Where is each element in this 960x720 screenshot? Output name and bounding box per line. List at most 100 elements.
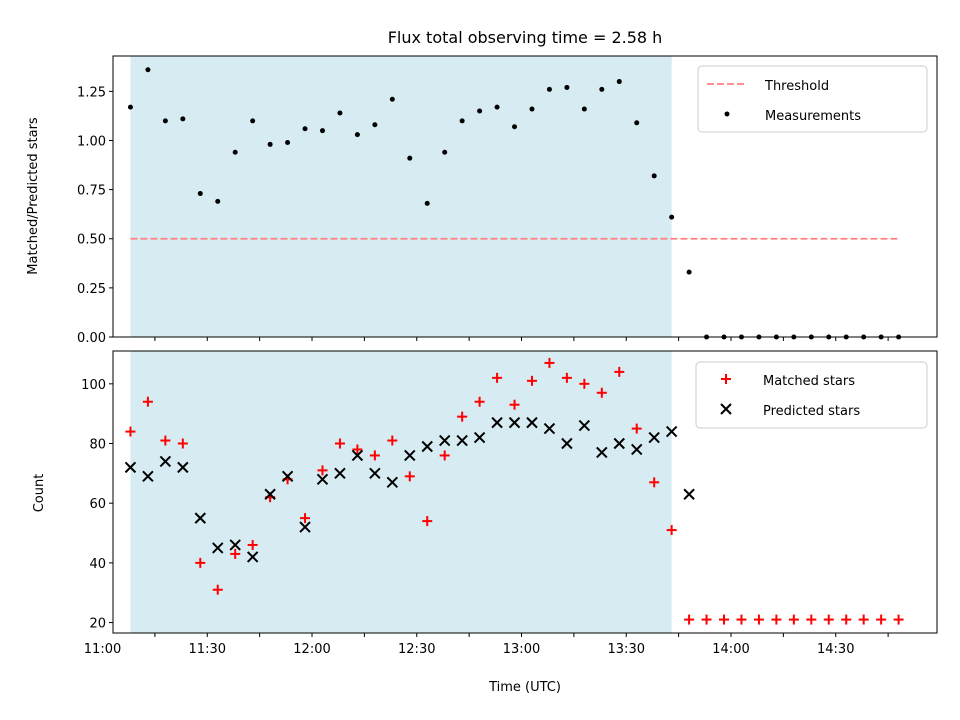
legend-matched-label: Matched stars [763,374,855,389]
y-tick-label: 0.00 [77,331,106,346]
measurement-point [477,108,483,114]
measurement-point [651,173,657,179]
predicted-stars-point-b [508,416,521,429]
predicted-stars-point [351,449,364,462]
predicted-stars-point [299,521,311,533]
matched-stars-point [369,450,380,461]
predicted-stars-point [456,434,468,447]
measurement-point [180,116,186,122]
predicted-stars-point-b [229,539,241,551]
matched-stars-point [195,557,206,568]
predicted-stars-point [142,470,154,483]
predicted-stars-point [159,455,172,468]
matched-stars-point [247,539,258,550]
predicted-stars-point-b [369,467,381,480]
measurement-point [215,198,221,204]
measurement-point [494,104,500,110]
predicted-stars-point [648,431,660,444]
top-panel: 0.00 0.25 0.50 0.75 1.00 1.25 Matched/Predict… [26,55,938,346]
matched-stars-point [736,614,747,625]
predicted-stars-point-b [281,470,294,483]
matched-stars-point [317,465,328,476]
bottom-x-axis-label: Time (UTC) [488,680,561,695]
predicted-stars-point-b [334,467,346,480]
legend-predicted-label: Predicted stars [763,404,860,419]
bottom-y-axis-label: Count [32,474,47,513]
matched-stars-point [300,513,311,524]
predicted-stars-point-b [421,440,433,453]
measurement-point [424,200,430,206]
measurement-point [581,106,587,112]
predicted-stars-point [526,416,538,429]
axes-frame [112,350,938,634]
predicted-stars-point [631,443,643,456]
matched-stars-point [160,435,171,446]
predicted-stars-point-b [665,425,678,438]
measurement-point [564,84,570,90]
matched-stars-point [177,438,188,449]
bottom-plot-area: 20 40 60 80 100 11:00 11:30 12:00 12:30 13:00 13:3… [81,350,938,657]
predicted-stars-point [491,416,503,429]
predicted-stars-point [369,467,381,480]
x-tick-label: 13:30 [608,642,645,657]
measurement-point [337,110,343,116]
predicted-stars-point-b [491,416,503,429]
predicted-stars-point-b [212,542,224,554]
measurement-point [319,128,325,134]
predicted-stars-point [596,446,608,459]
bottom-legend: Matched stars Predicted stars [695,361,928,429]
matched-stars-point [596,387,607,398]
x-tick-label: 11:00 [84,642,121,657]
y-tick-label: 0.75 [77,184,106,199]
measurement-point [127,104,133,110]
y-tick-label: 80 [89,438,106,453]
measurement-point [546,86,552,92]
top-plot-area: 0.00 0.25 0.50 0.75 1.00 1.25 [77,55,938,346]
matched-stars-point [352,444,363,455]
measurement-point [407,155,413,161]
predicted-stars-point-b [526,416,538,429]
y-tick-label: 40 [89,557,106,572]
matched-stars-point [701,614,712,625]
measurement-point [616,79,622,85]
top-legend-frame [697,65,928,133]
predicted-stars-point-b [386,476,399,489]
predicted-stars-point [386,476,399,489]
top-legend: Threshold Measurements [697,65,928,133]
y-tick-label: 0.50 [77,233,106,248]
y-tick-label: 100 [81,378,106,393]
predicted-stars-point-b [631,443,643,456]
y-tick-label: 60 [89,497,106,512]
x-tick-label: 12:00 [293,642,330,657]
predicted-stars-point [194,512,206,524]
matched-stars-point [422,516,433,527]
predicted-stars-point-b [578,419,591,432]
predicted-stars-point-b [177,461,189,474]
matched-stars-point [439,450,450,461]
observing-window-shade [130,56,672,337]
matched-stars-point [858,614,869,625]
matched-stars-point [142,396,153,407]
x-tick-label: 12:30 [398,642,435,657]
y-tick-label: 20 [89,617,106,632]
measurement-point [599,86,605,92]
predicted-stars-point-b [648,431,660,444]
predicted-stars-point-b [142,470,154,483]
predicted-stars-point [438,434,451,447]
matched-stars-point [334,438,345,449]
predicted-stars-point-b [351,449,364,462]
predicted-stars-point-b [473,431,486,444]
matched-stars-point [771,614,782,625]
predicted-stars-point-b [543,422,556,435]
matched-stars-point [823,614,834,625]
x-tick-label: 14:00 [712,642,749,657]
predicted-stars-point [246,551,259,563]
measurement-point [250,118,256,124]
predicted-stars-point [683,488,695,500]
matched-stars-point [509,399,520,410]
measurement-point [232,149,238,155]
measurement-point [372,122,378,128]
measurement-point [459,118,465,124]
predicted-stars-point-b [246,551,259,563]
